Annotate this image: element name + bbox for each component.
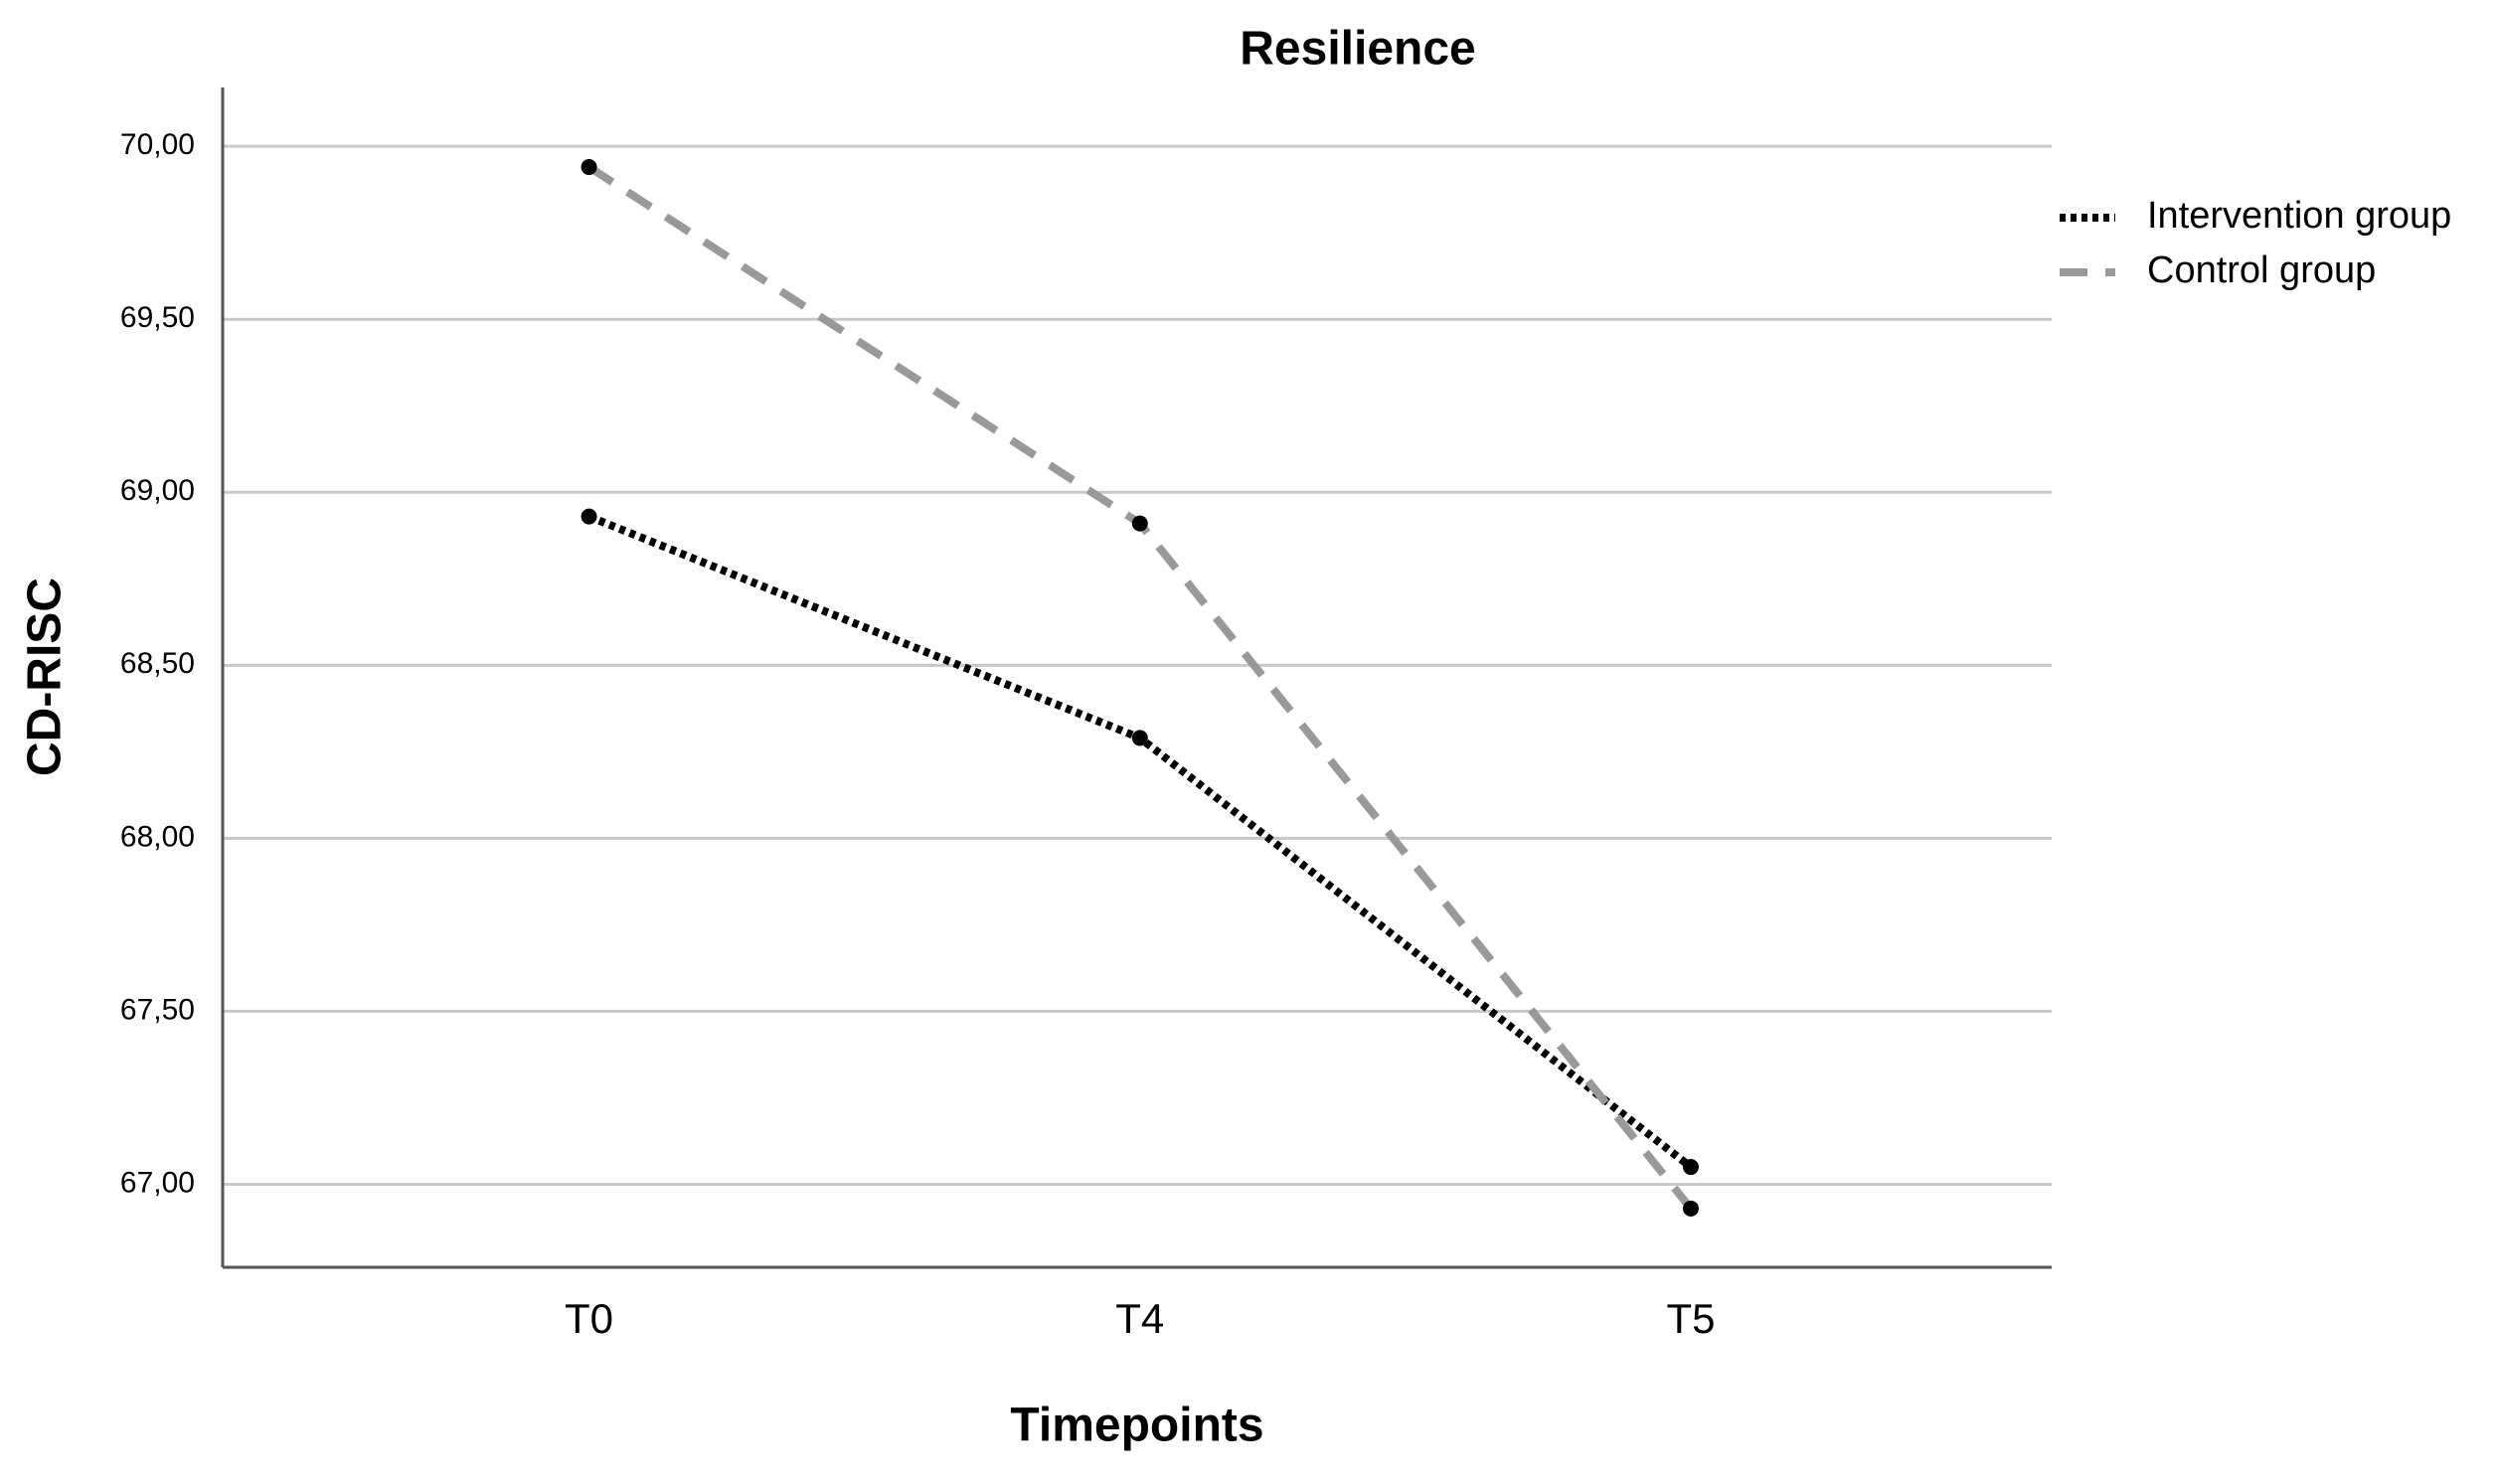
x-tick-label: T5 bbox=[1666, 1295, 1715, 1342]
data-point bbox=[1682, 1200, 1699, 1217]
chart-title: Resilience bbox=[1240, 23, 1475, 76]
data-point bbox=[1682, 1159, 1699, 1176]
y-tick-label: 68,00 bbox=[120, 820, 195, 853]
legend-label: Intervention group bbox=[2147, 195, 2451, 237]
x-axis-title: Timepoints bbox=[1010, 1400, 1263, 1452]
y-tick-label: 69,50 bbox=[120, 301, 195, 334]
y-axis-title: CD-RISC bbox=[19, 577, 72, 776]
y-tick-label: 70,00 bbox=[120, 128, 195, 161]
x-tick-label: T0 bbox=[565, 1295, 613, 1342]
x-tick-label: T4 bbox=[1115, 1295, 1164, 1342]
data-point bbox=[1131, 730, 1148, 746]
y-tick-label: 67,50 bbox=[120, 993, 195, 1026]
data-point bbox=[1131, 515, 1148, 532]
legend-label: Control group bbox=[2147, 249, 2376, 291]
y-tick-label: 69,00 bbox=[120, 474, 195, 507]
data-point bbox=[581, 508, 597, 525]
data-point bbox=[581, 159, 597, 176]
y-tick-label: 68,50 bbox=[120, 647, 195, 680]
y-tick-label: 67,00 bbox=[120, 1166, 195, 1199]
